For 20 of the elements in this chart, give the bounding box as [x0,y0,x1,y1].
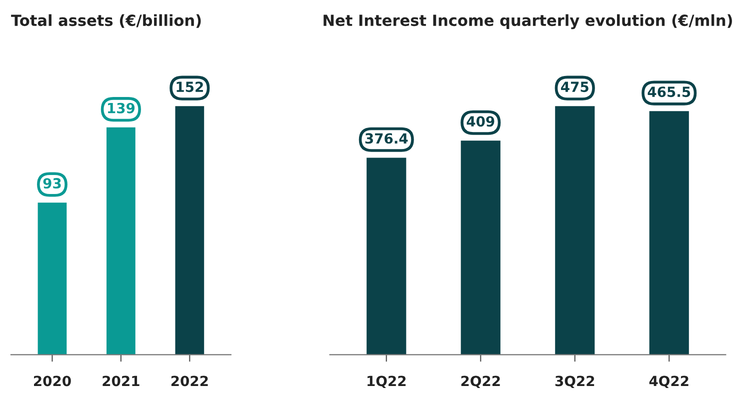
chart-title: Net Interest Income quarterly evolution (€/mln) [324,14,732,30]
data-label: 93 [43,178,61,189]
data-label: 475 [561,82,588,92]
x-tick-label: 1Q22 [368,376,406,388]
data-label: 152 [176,82,203,92]
data-label: 465.5 [648,86,690,98]
x-tick-label: 2020 [34,376,71,386]
x-tick-label: 3Q22 [555,376,594,388]
chart-title: Total assets (€/billion) [11,14,201,28]
data-label: 409 [466,116,494,127]
bar [366,158,406,355]
x-tick-label: 2Q22 [461,376,500,388]
x-tick-label: 2022 [171,376,208,386]
data-label: 376.4 [365,133,408,144]
bar [555,106,595,355]
x-tick-label: 2021 [102,376,140,386]
bar [460,140,500,355]
data-label: 139 [108,102,135,114]
bar [649,111,689,355]
x-tick-label: 4Q22 [649,376,688,388]
